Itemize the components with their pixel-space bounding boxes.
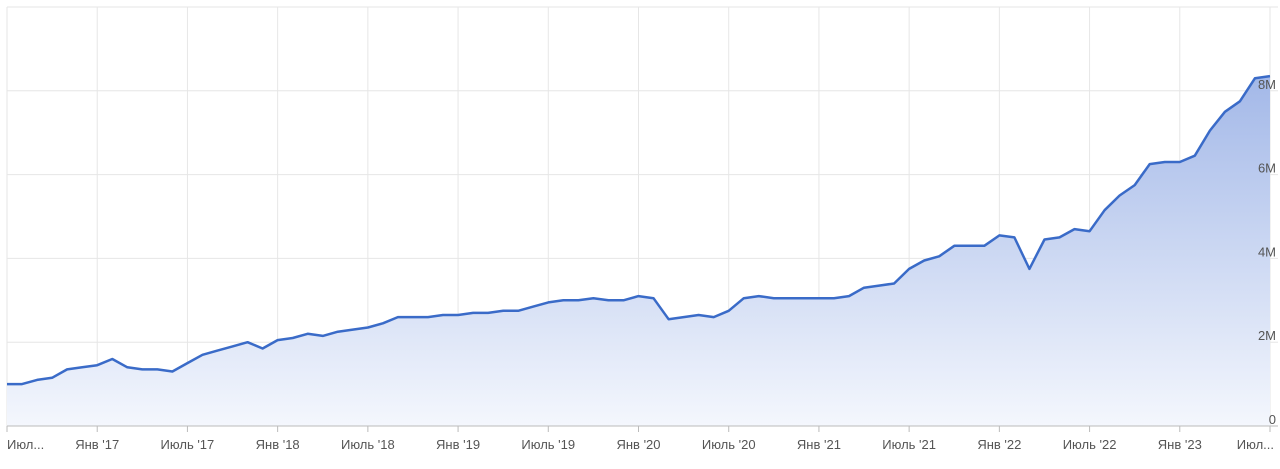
x-tick-label: Янв '23 [1158,437,1202,452]
x-tick-label: Июль '22 [1063,437,1117,452]
x-tick-label: Июль '17 [161,437,215,452]
x-tick-label: Июль '20 [702,437,756,452]
x-tick-label: Июль '21 [882,437,936,452]
x-tick-label: Июль '18 [341,437,395,452]
x-tick-label: Янв '17 [75,437,119,452]
y-tick-label: 2M [1258,328,1276,343]
y-tick-label: 4M [1258,244,1276,259]
y-tick-label: 6M [1258,161,1276,176]
line [7,74,1271,386]
x-tick-label: Июль '19 [521,437,575,452]
x-tick-label: Июл... [1237,437,1274,452]
x-tick-label: Янв '21 [797,437,841,452]
y-tick-label: 0 [1269,412,1276,427]
x-tick-label: Янв '18 [256,437,300,452]
y-tick-label: 8M [1258,77,1276,92]
x-tick-label: Янв '22 [977,437,1021,452]
area-fill [7,76,1270,426]
x-tick-label: Июл... [7,437,44,452]
x-tick-label: Янв '19 [436,437,480,452]
x-tick-label: Янв '20 [616,437,660,452]
